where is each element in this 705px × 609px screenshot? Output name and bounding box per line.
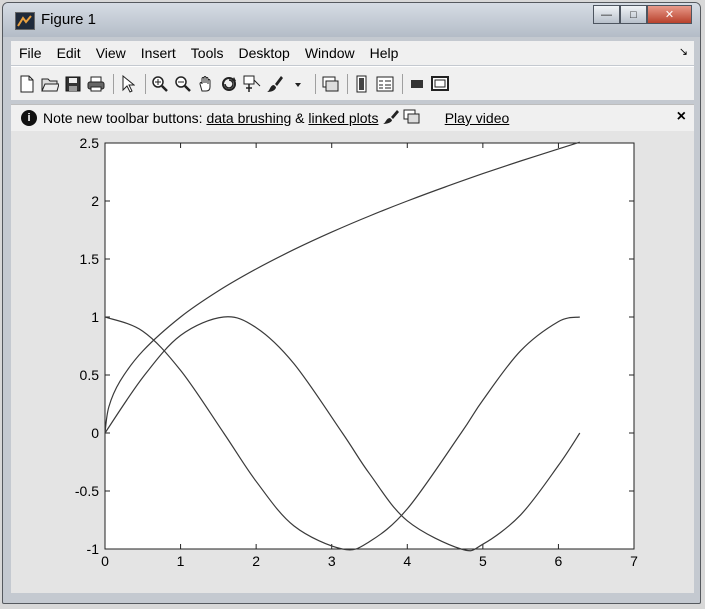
x-tick-label: 7 <box>630 553 638 569</box>
hide-plot-tools-icon[interactable] <box>407 74 427 94</box>
rotate-3d-icon[interactable] <box>219 74 239 94</box>
open-file-icon[interactable] <box>40 74 60 94</box>
menu-file[interactable]: File <box>19 45 42 61</box>
figure-canvas: 0 1 2 3 4 5 6 7 -1 -0.5 0 0.5 1 1.5 2 2.5 <box>11 131 694 593</box>
brush-icon[interactable] <box>265 74 285 94</box>
zoom-out-icon[interactable] <box>173 74 193 94</box>
plot-area[interactable]: 0 1 2 3 4 5 6 7 -1 -0.5 0 0.5 1 1.5 2 2.5 <box>11 131 694 593</box>
x-tick-label: 1 <box>177 553 185 569</box>
toolbar-separator <box>113 73 114 94</box>
notification-bar: i Note new toolbar buttons: data brushin… <box>11 104 694 131</box>
show-plot-tools-icon[interactable] <box>430 74 450 94</box>
menu-view[interactable]: View <box>95 45 126 61</box>
new-figure-icon[interactable] <box>17 74 37 94</box>
minimize-button[interactable]: — <box>593 5 620 24</box>
chevron-down-icon[interactable] <box>288 74 308 94</box>
series-line-sinx <box>104 316 581 552</box>
window-title: Figure 1 <box>41 11 97 28</box>
series-line-sqrtx <box>104 141 580 434</box>
menu-help[interactable]: Help <box>369 45 399 61</box>
title-bar[interactable]: Figure 1 — □ ✕ <box>3 3 700 37</box>
menu-desktop[interactable]: Desktop <box>238 45 290 61</box>
data-cursor-icon[interactable] <box>242 74 262 94</box>
insert-colorbar-icon[interactable] <box>352 74 372 94</box>
figure-toolbar <box>11 66 694 100</box>
toolbar-separator <box>402 73 403 94</box>
data-brushing-link[interactable]: data brushing <box>206 110 292 126</box>
y-tick-label: 2 <box>91 193 99 209</box>
y-tick-label: 2.5 <box>80 135 100 151</box>
y-tick-label: 0.5 <box>80 367 100 383</box>
series-line-cosx <box>104 316 580 551</box>
y-tick-label: 0 <box>91 425 99 441</box>
dock-figure-icon[interactable]: ↘ <box>678 46 688 58</box>
menu-window[interactable]: Window <box>304 45 355 61</box>
menu-edit[interactable]: Edit <box>56 45 81 61</box>
y-tick-label: 1.5 <box>80 251 100 267</box>
play-video-link[interactable]: Play video <box>444 110 510 126</box>
close-button[interactable]: ✕ <box>647 5 692 24</box>
linked-plots-link[interactable]: linked plots <box>308 110 379 126</box>
link-plot-icon[interactable] <box>320 74 340 94</box>
link-plot-icon <box>403 109 421 128</box>
y-tick-label: -0.5 <box>75 483 99 499</box>
menu-insert[interactable]: Insert <box>140 45 176 61</box>
x-tick-label: 4 <box>403 553 411 569</box>
notification-text: Note new toolbar buttons: <box>43 110 203 126</box>
x-tick-label: 3 <box>328 553 336 569</box>
close-notification-button[interactable]: × <box>676 108 686 125</box>
insert-legend-icon[interactable] <box>375 74 395 94</box>
menu-tools[interactable]: Tools <box>190 45 224 61</box>
pan-hand-icon[interactable] <box>196 74 216 94</box>
save-icon[interactable] <box>63 74 83 94</box>
toolbar-separator <box>145 73 146 94</box>
y-tick-label: 1 <box>91 309 99 325</box>
info-icon: i <box>21 110 37 126</box>
x-tick-label: 2 <box>252 553 260 569</box>
zoom-in-icon[interactable] <box>150 74 170 94</box>
brush-icon <box>382 109 400 128</box>
x-tick-label: 5 <box>479 553 487 569</box>
edit-plot-arrow-icon[interactable] <box>118 74 138 94</box>
axes-box <box>104 142 635 550</box>
y-tick-label: -1 <box>87 541 100 557</box>
x-tick-label: 6 <box>555 553 563 569</box>
print-icon[interactable] <box>86 74 106 94</box>
x-tick-label: 0 <box>101 553 109 569</box>
toolbar-separator <box>347 73 348 94</box>
ampersand-text: & <box>295 110 305 126</box>
matlab-figure-icon <box>15 12 35 30</box>
menu-bar: File Edit View Insert Tools Desktop Wind… <box>11 41 694 65</box>
maximize-button[interactable]: □ <box>620 5 647 24</box>
toolbar-separator <box>315 73 316 94</box>
